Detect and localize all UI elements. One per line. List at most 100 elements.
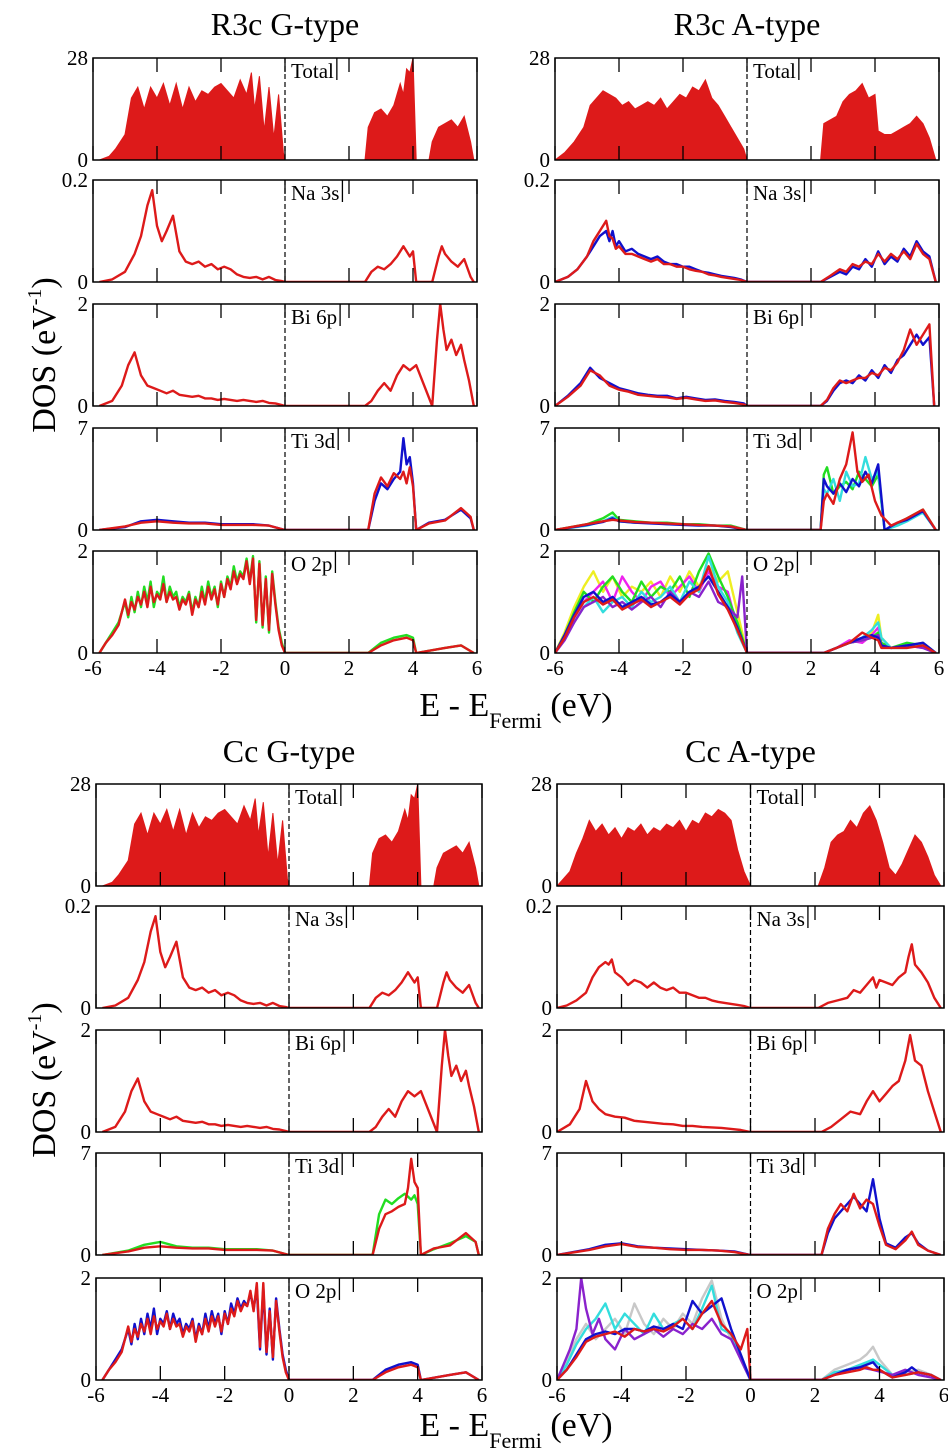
panel-label: O 2p: [753, 552, 794, 576]
panel-bi-6p: 0 2 Bi 6p: [78, 292, 478, 418]
dos-line-red: [102, 1157, 480, 1255]
dos-line-red: [98, 304, 475, 406]
panel-o-2p: 0 2 O 2p -6 -4 -2 0 2 4 6: [540, 539, 945, 680]
y-tick-label: 0: [78, 394, 89, 418]
y-tick-label: 0: [540, 641, 551, 665]
panel-series-group: [98, 304, 475, 406]
y-tick-label: 28: [531, 772, 552, 796]
x-tick-label: 0: [742, 656, 753, 680]
y-axis-label-sup: -1: [24, 289, 46, 306]
y-tick-label: 2: [78, 292, 89, 316]
panel-label: Bi 6p: [291, 305, 337, 329]
dos-line-blue: [555, 229, 937, 282]
x-tick-label: 0: [745, 1383, 756, 1407]
dos-line-red: [557, 1033, 942, 1132]
y-tick-label: 0: [78, 641, 89, 665]
panel-label: O 2p: [291, 552, 332, 576]
dos-line-blue: [557, 1178, 942, 1255]
dos-line-red: [555, 219, 937, 282]
panel-na-3s: 0 0.2 Na 3s: [65, 894, 483, 1020]
x-tick-label: -4: [613, 1383, 631, 1407]
x-tick-label: -6: [84, 656, 102, 680]
panel-label: Total: [753, 59, 796, 83]
dos-line-red: [557, 943, 942, 1008]
y-tick-label: 0: [78, 148, 89, 172]
panel-bi-6p: 0 2 Bi 6p: [542, 1018, 945, 1144]
x-tick-label: -6: [548, 1383, 566, 1407]
y-tick-label: 7: [81, 1141, 92, 1165]
y-tick-label: 28: [67, 46, 88, 70]
x-tick-label: -4: [610, 656, 628, 680]
x-tick-label: 2: [810, 1383, 821, 1407]
y-tick-label: 0.2: [524, 168, 550, 192]
dos-line-red: [557, 1192, 942, 1255]
y-tick-label: 0: [540, 270, 551, 294]
panel-label-bg: [292, 1154, 343, 1178]
panel-label-bg: [288, 429, 339, 453]
y-tick-label: 0: [78, 270, 89, 294]
panel-label-bg: [753, 785, 803, 809]
x-tick-label: 4: [874, 1383, 885, 1407]
panel-label-bg: [292, 1031, 345, 1055]
panel-label: O 2p: [295, 1279, 336, 1303]
x-tick-label: -6: [87, 1383, 105, 1407]
chart-title: Cc G-type: [223, 733, 355, 769]
dos-line-green: [555, 552, 937, 653]
panel-label: Ti 3d: [295, 1154, 340, 1178]
y-tick-label: 2: [542, 1018, 553, 1042]
dos-line-red: [99, 189, 475, 282]
panel-label: Ti 3d: [753, 429, 798, 453]
panel-total: 0 28 Total: [67, 46, 478, 172]
panel-series-group: [101, 1281, 480, 1380]
dos-area-total: [557, 804, 942, 886]
x-axis-label: E - EFermi (eV): [419, 687, 612, 733]
y-tick-label: 2: [540, 539, 551, 563]
panel-ti-3d: 0 7 Ti 3d: [542, 1141, 945, 1267]
y-tick-label: 0: [540, 518, 551, 542]
panel-label: Na 3s: [753, 181, 801, 205]
chart-title: R3c A-type: [674, 6, 821, 42]
panel-series-group: [557, 943, 942, 1008]
y-tick-label: 28: [529, 46, 550, 70]
panel-label: Na 3s: [757, 907, 805, 931]
x-tick-label: -2: [674, 656, 692, 680]
y-tick-label: 0: [81, 996, 92, 1020]
panel-bi-6p: 0 2 Bi 6p: [540, 292, 940, 418]
y-tick-label: 0: [540, 394, 551, 418]
y-tick-label: 2: [78, 539, 89, 563]
panel-series-group: [99, 437, 475, 530]
panel-o-2p: 0 2 O 2p -6 -4 -2 0 2 4 6: [81, 1266, 488, 1407]
dos-area-total: [555, 78, 937, 160]
y-tick-label: 0.2: [526, 894, 552, 918]
panel-label: Total: [295, 785, 338, 809]
panel-na-3s: 0 0.2 Na 3s: [62, 168, 478, 294]
x-axis-label-main: E - E: [419, 1407, 489, 1444]
x-axis-label-sub: Fermi: [489, 708, 542, 733]
panel-series-group: [101, 1030, 480, 1132]
dos-line-red: [102, 915, 480, 1008]
panel-label-bg: [292, 907, 347, 931]
dos-line-red: [99, 466, 475, 530]
panel-series-group: [557, 804, 942, 886]
x-tick-label: -2: [677, 1383, 695, 1407]
dos-line-blue: [101, 1287, 480, 1380]
dos-area-total: [99, 58, 475, 160]
panel-series-group: [557, 1033, 942, 1132]
x-tick-label: 2: [344, 656, 355, 680]
y-tick-label: 0: [81, 1243, 92, 1267]
x-tick-label: -4: [152, 1383, 170, 1407]
chart-title: Cc A-type: [685, 733, 816, 769]
dos-line-green: [98, 554, 475, 653]
x-tick-label: 4: [870, 656, 881, 680]
panel-series-group: [555, 323, 936, 406]
panel-label-bg: [753, 1154, 804, 1178]
x-tick-label: 4: [408, 656, 419, 680]
y-tick-label: 0: [78, 518, 89, 542]
panel-series-group: [102, 915, 480, 1008]
panel-label: Bi 6p: [295, 1031, 341, 1055]
y-tick-label: 28: [70, 772, 91, 796]
panel-ti-3d: 0 7 Ti 3d: [78, 416, 478, 542]
panel-label: Total: [757, 785, 800, 809]
